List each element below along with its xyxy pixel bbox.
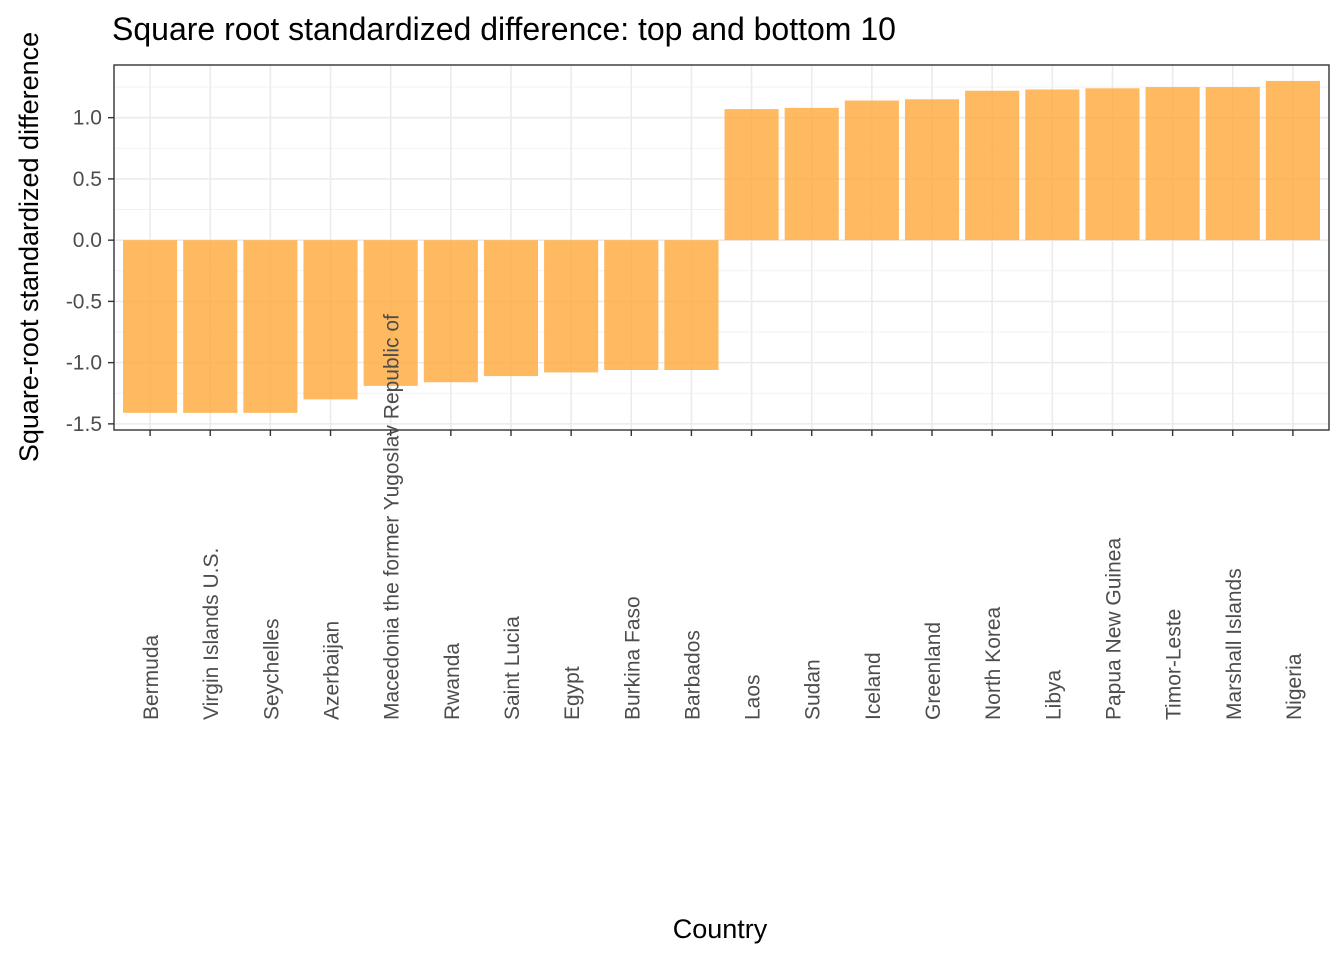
bar [1145,87,1200,241]
bar [664,240,719,370]
x-tick-label: North Korea [982,606,1005,720]
bar [183,240,238,413]
bar [123,240,178,413]
bar [784,107,839,241]
bar [724,109,779,241]
y-tick-label: -1.5 [66,413,102,436]
bar [844,100,899,241]
x-tick-label: Iceland [862,652,885,720]
panel-border [113,64,1330,431]
bar [544,240,599,373]
x-tick-label: Seychelles [260,618,283,720]
x-tick-label: Libya [1042,669,1065,720]
y-tick-label: 0.5 [73,168,102,191]
bar [423,240,478,383]
x-tick-label: Macedonia the former Yugoslav Republic o… [381,314,404,720]
bar [303,240,358,400]
x-tick-label: Saint Lucia [501,616,524,720]
bar [243,240,298,413]
bar [904,99,960,241]
x-tick-label: Egypt [561,666,584,720]
bar [363,240,418,386]
x-axis-title: Country [673,914,768,944]
x-tick-label: Sudan [802,659,825,720]
bar [1205,87,1260,241]
x-tick-label: Nigeria [1283,653,1306,720]
bar [1265,80,1320,241]
bar [483,240,539,377]
x-axis: Bermuda Virgin Islands U.S. Seychelles Azer… [140,314,1306,720]
x-tick-label: Burkina Faso [621,596,644,720]
x-tick-label: Papua New Guinea [1102,538,1125,720]
bar [965,90,1020,241]
y-tick-label: -1.0 [66,352,102,375]
x-tick-label: Bermuda [140,634,163,720]
y-tick-label: 1.0 [73,107,102,130]
x-tick-label: Virgin Islands U.S. [200,548,223,720]
y-tick-label: 0.0 [73,229,102,252]
bar [604,240,659,370]
y-axis-title: Square-root standardized difference [14,32,44,462]
y-tick-label: -0.5 [66,290,102,313]
x-tick-label: Greenland [922,622,945,720]
bar [1085,88,1140,241]
y-axis: -1.5 -1.0 -0.5 0.0 0.5 1.0 [66,107,114,436]
x-tick-label: Marshall Islands [1223,568,1246,720]
bar [1025,89,1080,241]
x-tick-label: Rwanda [441,643,464,720]
chart-title: Square root standardized difference: top… [112,11,896,47]
bars [123,80,1320,413]
x-tick-label: Laos [742,674,765,720]
x-tick-label: Barbados [681,630,704,720]
x-tick-label: Timor-Leste [1163,609,1186,720]
x-tick-label: Azerbaijan [321,621,344,720]
